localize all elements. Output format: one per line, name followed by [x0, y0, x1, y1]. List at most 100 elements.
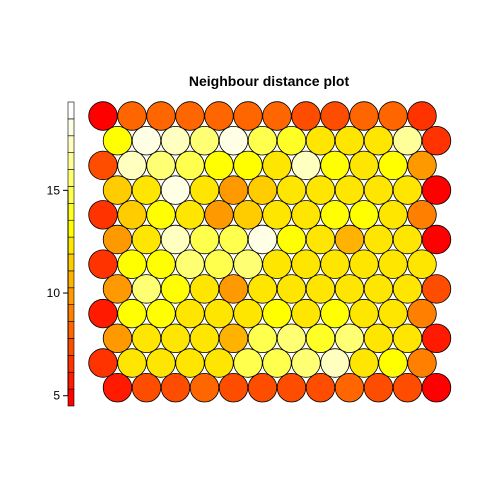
- hex-cell: [422, 176, 451, 205]
- hex-cell: [292, 250, 321, 279]
- hex-cell: [350, 201, 379, 230]
- hex-cell: [422, 275, 451, 304]
- hex-cell: [408, 151, 437, 180]
- hex-cell: [335, 275, 364, 304]
- hex-cell: [161, 275, 190, 304]
- hex-cell: [89, 201, 118, 230]
- hex-cell: [306, 324, 335, 353]
- hex-cell: [364, 126, 393, 155]
- hex-cell: [248, 275, 277, 304]
- colorbar-segment: [68, 186, 74, 203]
- hex-cell: [335, 225, 364, 254]
- hex-cell: [292, 151, 321, 180]
- hex-cell: [205, 102, 234, 131]
- colorbar-segment: [68, 102, 74, 119]
- hex-cell: [103, 373, 132, 402]
- colorbar-segment: [68, 237, 74, 254]
- hex-cell: [379, 250, 408, 279]
- colorbar-segment: [68, 203, 74, 220]
- hex-cell: [335, 126, 364, 155]
- hex-cell: [190, 126, 219, 155]
- hex-cell: [205, 201, 234, 230]
- colorbar-tick-label: 5: [53, 389, 60, 403]
- hex-cell: [103, 176, 132, 205]
- hex-cell: [205, 299, 234, 328]
- hex-cell: [292, 102, 321, 131]
- hex-cell: [234, 201, 263, 230]
- hex-cell: [118, 250, 147, 279]
- colorbar-segment: [68, 136, 74, 153]
- hex-cell: [234, 250, 263, 279]
- hex-cell: [379, 299, 408, 328]
- hex-cell: [89, 299, 118, 328]
- hex-cell: [263, 102, 292, 131]
- hex-cell: [190, 225, 219, 254]
- hex-cell: [393, 126, 422, 155]
- hex-cell: [147, 299, 176, 328]
- colorbar-segment: [68, 389, 74, 406]
- hex-cell: [147, 102, 176, 131]
- hex-cell: [277, 324, 306, 353]
- hex-cell: [219, 275, 248, 304]
- hex-cell: [379, 102, 408, 131]
- hex-cell: [176, 102, 205, 131]
- hex-cell: [103, 324, 132, 353]
- hex-cell: [147, 349, 176, 378]
- hex-cell: [321, 349, 350, 378]
- hex-cell: [321, 102, 350, 131]
- hex-cell: [350, 299, 379, 328]
- hex-cell: [350, 250, 379, 279]
- hex-cell: [219, 176, 248, 205]
- hex-cell: [176, 201, 205, 230]
- hex-cell: [422, 373, 451, 402]
- hex-cell: [277, 176, 306, 205]
- hex-cell: [364, 324, 393, 353]
- hex-cell: [364, 225, 393, 254]
- hex-cell: [364, 275, 393, 304]
- hex-cell: [219, 225, 248, 254]
- hex-cell: [292, 299, 321, 328]
- hex-cell: [408, 102, 437, 131]
- colorbar-segment: [68, 271, 74, 288]
- hex-cell: [161, 176, 190, 205]
- hex-cell: [190, 275, 219, 304]
- hex-cell: [176, 250, 205, 279]
- hex-cell: [292, 349, 321, 378]
- colorbar-segment: [68, 119, 74, 136]
- colorbar-segment: [68, 372, 74, 389]
- colorbar-segment: [68, 220, 74, 237]
- hex-cell: [306, 126, 335, 155]
- hex-cell: [248, 176, 277, 205]
- colorbar-tick-label: 10: [47, 286, 61, 300]
- hex-cell: [306, 176, 335, 205]
- chart-title: Neighbour distance plot: [189, 73, 350, 89]
- hex-cell: [118, 201, 147, 230]
- hex-cell: [350, 151, 379, 180]
- colorbar-segment: [68, 305, 74, 322]
- hex-cell: [393, 324, 422, 353]
- colorbar-segment: [68, 322, 74, 339]
- colorbar-tick-label: 15: [47, 183, 61, 197]
- hex-cell: [408, 201, 437, 230]
- hex-cell: [350, 349, 379, 378]
- hex-cell: [248, 225, 277, 254]
- hex-cell: [364, 176, 393, 205]
- hex-cell: [118, 299, 147, 328]
- hex-cell: [89, 349, 118, 378]
- hex-cell: [277, 126, 306, 155]
- hex-cell: [190, 176, 219, 205]
- colorbar-segment: [68, 153, 74, 170]
- hex-cell: [364, 373, 393, 402]
- hex-cell: [205, 151, 234, 180]
- hex-cell: [248, 126, 277, 155]
- hex-cell: [219, 324, 248, 353]
- hex-cell: [408, 250, 437, 279]
- hex-cell: [248, 373, 277, 402]
- hex-cell: [422, 126, 451, 155]
- hex-cell: [103, 225, 132, 254]
- hex-cell: [118, 151, 147, 180]
- colorbar-segment: [68, 288, 74, 305]
- colorbar-segment: [68, 355, 74, 372]
- hex-cell: [219, 373, 248, 402]
